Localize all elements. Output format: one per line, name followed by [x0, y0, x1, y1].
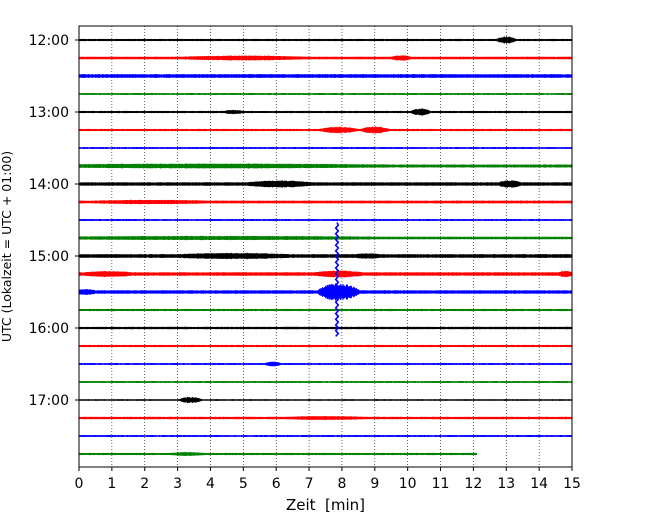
trace-1200: [78, 35, 573, 45]
x-tick-label: 1: [107, 476, 116, 492]
x-tick-label: 2: [140, 476, 149, 492]
x-tick-label: 5: [239, 476, 248, 492]
earthquake-spike: [334, 222, 340, 337]
y-tick-label: 12:00: [29, 33, 69, 49]
trace-1345: [78, 163, 573, 169]
x-tick-label: 8: [337, 476, 346, 492]
trace-1215: [78, 55, 573, 61]
trace-1700: [78, 396, 573, 404]
spike-mark: [334, 222, 340, 337]
trace-1445: [78, 235, 573, 241]
x-tick-label: 15: [563, 476, 581, 492]
x-tick-label: 0: [75, 476, 84, 492]
trace-1245: [78, 92, 573, 96]
trace-1545: [78, 308, 573, 312]
y-tick-label: 17:00: [29, 393, 69, 409]
x-tick-label: 4: [206, 476, 215, 492]
y-tick-label: 16:00: [29, 321, 69, 337]
trace-1645: [78, 380, 573, 384]
trace-1330: [78, 146, 573, 150]
x-tick-label: 7: [305, 476, 314, 492]
plot-frame: [78, 25, 573, 468]
trace-1730: [78, 434, 573, 438]
x-tick-label: 10: [399, 476, 417, 492]
trace-1615: [78, 344, 573, 348]
x-tick-label: 11: [432, 476, 450, 492]
trace-1400: [78, 180, 573, 188]
x-tick-label: 9: [370, 476, 379, 492]
y-axis-label: UTC (Lokalzeit = UTC + 01:00): [0, 151, 14, 342]
trace-1715: [78, 415, 573, 421]
trace-1315: [78, 126, 573, 134]
trace-1515: [78, 270, 573, 278]
trace-1630: [78, 361, 573, 367]
trace-1745: [78, 451, 477, 457]
x-tick-label: 6: [272, 476, 281, 492]
trace-1230: [78, 73, 573, 79]
x-axis-ticks: 0 1 2 3 4 5 6 7 8 9 10 11 12 13 14 15: [75, 467, 581, 492]
y-tick-label: 13:00: [29, 105, 69, 121]
trace-1430: [78, 218, 573, 222]
trace-1530: [78, 283, 573, 301]
x-axis-label: Zeit [min]: [286, 496, 365, 514]
y-tick-label: 15:00: [29, 249, 69, 265]
seismic-traces: [78, 35, 573, 457]
x-tick-label: 13: [497, 476, 515, 492]
x-tick-label: 14: [530, 476, 548, 492]
y-tick-label: 14:00: [29, 177, 69, 193]
x-tick-label: 12: [464, 476, 482, 492]
trace-1600: [78, 326, 573, 330]
trace-1500: [78, 252, 573, 260]
y-axis-ticks: 12:00 13:00 14:00 15:00 16:00 17:00: [29, 33, 79, 409]
x-tick-label: 3: [173, 476, 182, 492]
trace-1415: [78, 199, 573, 205]
trace-1300: [78, 108, 573, 116]
